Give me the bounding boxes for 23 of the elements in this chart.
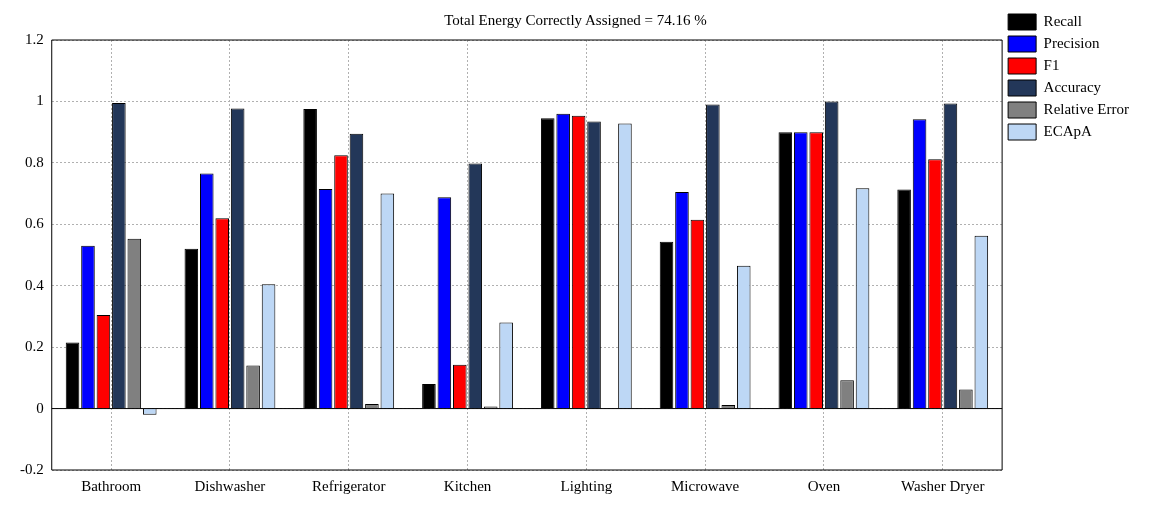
x-tick-label: Lighting (560, 477, 613, 494)
legend-label: Accuracy (1043, 78, 1102, 95)
y-tick-label: 0.2 (25, 338, 44, 355)
x-tick-label: Oven (807, 477, 841, 494)
y-tick-label: 0 (36, 399, 44, 416)
x-tick-label: Washer Dryer (901, 477, 985, 494)
y-tick-label: 0.8 (25, 153, 44, 170)
x-tick-label: Kitchen (443, 477, 492, 494)
legend-label: F1 (1043, 56, 1060, 73)
x-tick-label: Refrigerator (312, 477, 386, 494)
y-tick-label: 1 (36, 92, 44, 109)
x-tick-label: Dishwasher (194, 477, 266, 494)
legend-label: Precision (1043, 34, 1100, 51)
legend-label: Recall (1043, 12, 1082, 29)
y-tick-label: 0.6 (25, 215, 45, 232)
legend-label: Relative Error (1043, 100, 1130, 117)
x-tick-label: Bathroom (81, 477, 142, 494)
chart-title: Total Energy Correctly Assigned = 74.16 % (444, 11, 707, 28)
y-tick-label: -0.2 (20, 460, 44, 477)
y-tick-label: 1.2 (25, 30, 44, 47)
y-tick-label: 0.4 (25, 276, 45, 293)
x-tick-label: Microwave (670, 477, 740, 494)
legend-label: ECApA (1043, 122, 1093, 139)
